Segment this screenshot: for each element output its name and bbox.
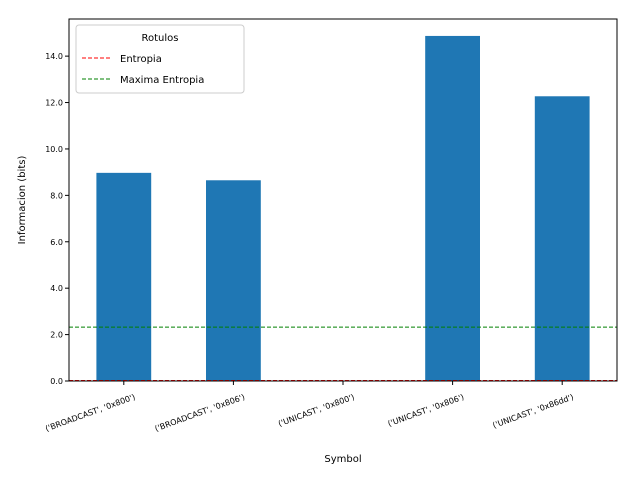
y-axis-label: Informacion (bits) bbox=[17, 156, 28, 245]
x-tick-label: ('UNICAST', '0x800') bbox=[277, 392, 356, 428]
legend-entry-maxima-entropia: Maxima Entropia bbox=[120, 75, 204, 86]
y-tick-label: 4.0 bbox=[50, 284, 63, 293]
y-tick-label: 6.0 bbox=[50, 238, 63, 247]
x-axis-label: Symbol bbox=[324, 454, 361, 465]
bar-0 bbox=[96, 172, 152, 381]
legend-box bbox=[75, 24, 245, 94]
y-tick-label: 10.0 bbox=[45, 145, 63, 154]
y-tick-label: 8.0 bbox=[50, 191, 63, 200]
bar-3 bbox=[425, 35, 480, 381]
bar-4 bbox=[534, 96, 590, 382]
y-tick-label: 0.0 bbox=[50, 377, 63, 386]
y-tick-label: 2.0 bbox=[50, 331, 63, 340]
y-axis-ticks: 0.0 2.0 4.0 6.0 8.0 10.0 12.0 14.0 bbox=[45, 52, 69, 386]
x-tick-label: ('UNICAST', '0x806') bbox=[387, 392, 466, 428]
y-tick-label: 14.0 bbox=[45, 52, 63, 61]
x-axis-ticks: ('BROADCAST', '0x800') ('BROADCAST', '0x8… bbox=[44, 381, 575, 433]
x-tick-label: ('BROADCAST', '0x800') bbox=[44, 392, 136, 433]
y-tick-label: 12.0 bbox=[45, 99, 63, 108]
legend-entry-entropia: Entropia bbox=[120, 54, 162, 65]
bars bbox=[96, 35, 590, 382]
bar-1 bbox=[206, 180, 261, 381]
legend-title: Rotulos bbox=[142, 33, 179, 44]
x-tick-label: ('BROADCAST', '0x806') bbox=[154, 392, 246, 433]
x-tick-label: ('UNICAST', '0x86dd') bbox=[491, 392, 574, 430]
legend: Rotulos Entropia Maxima Entropia bbox=[75, 24, 245, 94]
